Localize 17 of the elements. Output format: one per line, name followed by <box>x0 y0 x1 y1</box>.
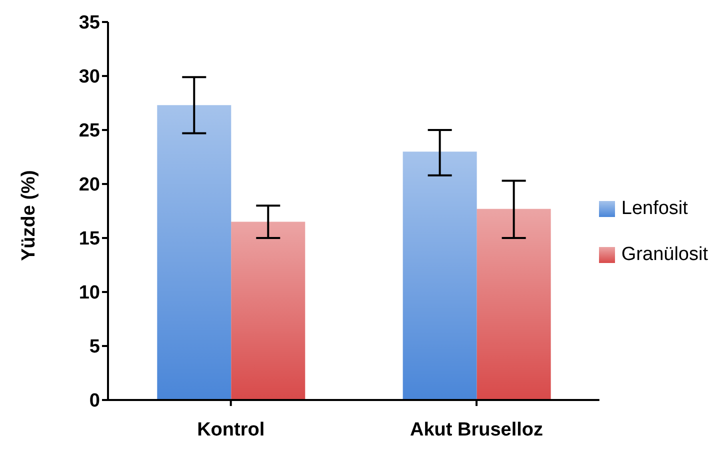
bar <box>231 222 306 400</box>
y-tick-label: 5 <box>89 336 100 358</box>
legend-label: Granülosit <box>621 244 708 266</box>
y-tick-label: 30 <box>78 66 100 88</box>
bar <box>476 208 551 400</box>
y-tick-label: 25 <box>78 120 100 142</box>
y-tick-label: 15 <box>78 228 100 250</box>
y-tick-label: 10 <box>78 282 100 304</box>
x-tick-label: Kontrol <box>197 419 265 440</box>
y-tick-label: 0 <box>89 390 100 412</box>
bar <box>402 152 477 400</box>
bar <box>157 105 232 400</box>
y-tick-label: 20 <box>78 174 100 196</box>
legend-label: Lenfosit <box>621 198 688 220</box>
y-axis-title: Yüzde (%) <box>18 170 40 261</box>
x-tick-label: Akut Bruselloz <box>410 419 544 440</box>
y-tick-label: 35 <box>78 12 100 34</box>
